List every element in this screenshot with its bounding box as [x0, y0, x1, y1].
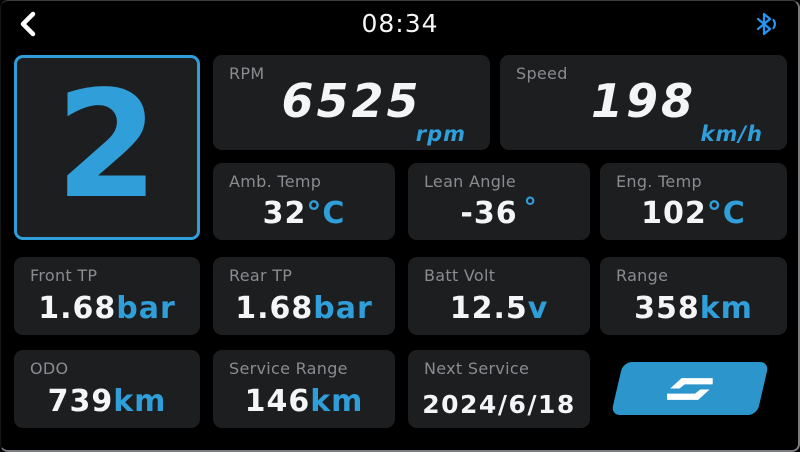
range-panel: Range 358km — [600, 257, 787, 335]
service-range-panel: Service Range 146km — [213, 350, 395, 428]
front-tire-pressure-value: 1.68bar — [38, 291, 176, 326]
engine-temp-value: 102°C — [641, 196, 746, 231]
service-range-label: Service Range — [229, 359, 348, 378]
battery-voltage-label: Batt Volt — [424, 266, 496, 285]
rear-tire-pressure-value: 1.68bar — [235, 291, 373, 326]
range-value: 358km — [634, 291, 753, 326]
ambient-temp-unit: °C — [306, 196, 346, 231]
ambient-temp-value: 32°C — [262, 196, 346, 231]
service-range-unit: km — [310, 384, 364, 419]
bluetooth-icon — [754, 11, 780, 37]
odometer-unit: km — [113, 384, 167, 419]
speed-value: 198 — [590, 74, 697, 128]
front-tire-pressure-panel: Front TP 1.68bar — [14, 257, 200, 335]
service-range-value: 146km — [244, 384, 364, 419]
odometer-label: ODO — [30, 359, 69, 378]
lean-angle-value: -36 ° — [460, 193, 538, 231]
rpm-value: 6525 — [281, 74, 422, 128]
next-service-value: 2024/6/18 — [422, 390, 576, 419]
speed-label: Speed — [516, 64, 568, 83]
lean-angle-unit: ° — [523, 193, 538, 223]
top-bar: 08:34 — [0, 0, 800, 48]
swap-arrows-icon — [665, 375, 715, 403]
rear-tire-pressure-panel: Rear TP 1.68bar — [213, 257, 395, 335]
engine-temp-unit: °C — [706, 196, 746, 231]
gear-indicator: 2 — [14, 55, 200, 240]
front-tire-pressure-unit: bar — [116, 291, 176, 326]
rear-tire-pressure-label: Rear TP — [229, 266, 293, 285]
rpm-panel: RPM 6525 rpm — [213, 55, 490, 150]
swap-page-button[interactable] — [610, 362, 770, 415]
next-service-label: Next Service — [424, 359, 530, 378]
front-tire-pressure-label: Front TP — [30, 266, 98, 285]
rpm-unit: rpm — [415, 122, 466, 146]
range-unit: km — [699, 291, 753, 326]
chevron-left-icon — [17, 10, 41, 41]
odometer-value: 739km — [47, 384, 167, 419]
ambient-temp-panel: Amb. Temp 32°C — [213, 163, 395, 240]
rear-tire-pressure-unit: bar — [313, 291, 373, 326]
battery-voltage-value: 12.5v — [449, 291, 549, 326]
lean-angle-panel: Lean Angle -36 ° — [408, 163, 590, 240]
back-button[interactable] — [10, 7, 48, 43]
speed-unit: km/h — [700, 122, 763, 146]
range-label: Range — [616, 266, 669, 285]
next-service-panel: Next Service 2024/6/18 — [408, 350, 590, 428]
battery-voltage-unit: v — [527, 291, 549, 326]
clock: 08:34 — [361, 9, 439, 38]
odometer-panel: ODO 739km — [14, 350, 200, 428]
lean-angle-label: Lean Angle — [424, 172, 517, 191]
gear-value: 2 — [55, 58, 159, 231]
battery-voltage-panel: Batt Volt 12.5v — [408, 257, 590, 335]
rpm-label: RPM — [229, 64, 265, 83]
speed-panel: Speed 198 km/h — [500, 55, 787, 150]
engine-temp-label: Eng. Temp — [616, 172, 702, 191]
engine-temp-panel: Eng. Temp 102°C — [600, 163, 787, 240]
ambient-temp-label: Amb. Temp — [229, 172, 322, 191]
